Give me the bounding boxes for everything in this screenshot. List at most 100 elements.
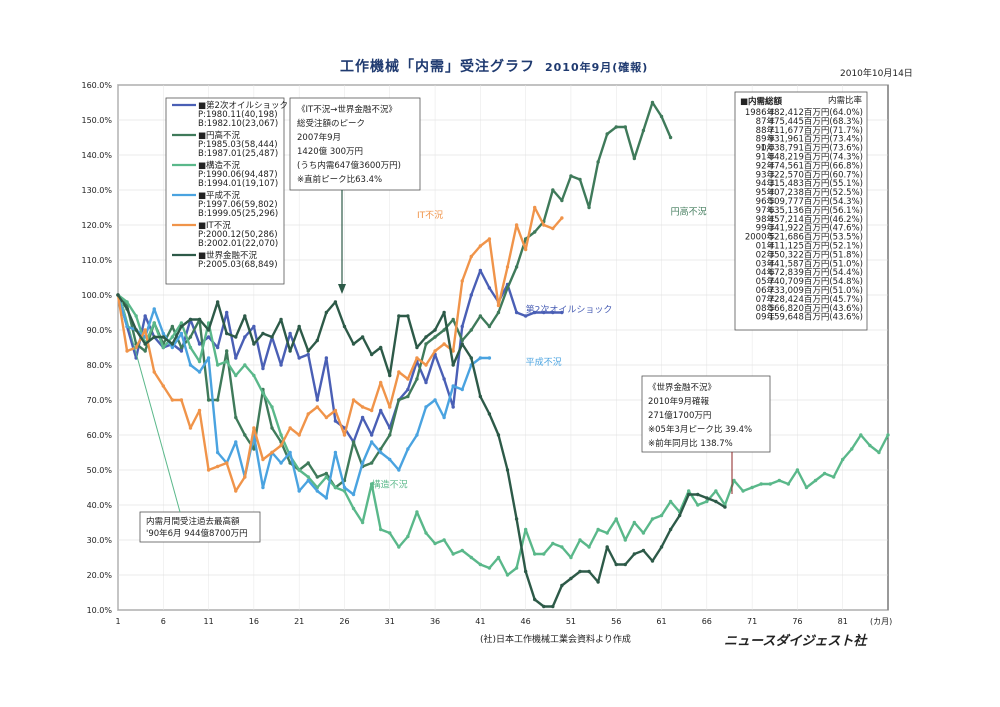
data-point <box>687 489 691 493</box>
data-point <box>270 450 274 455</box>
total-table-year: 04年 <box>756 267 776 278</box>
box-record-line: 内需月間受注過去最高額 <box>146 516 240 527</box>
series-line <box>116 294 490 500</box>
y-tick-label: 110.0% <box>81 256 112 265</box>
y-tick-label: 100.0% <box>81 291 112 300</box>
data-point <box>225 461 229 465</box>
data-point <box>270 335 274 339</box>
data-point <box>886 433 890 437</box>
data-point <box>225 331 229 336</box>
data-point <box>360 415 365 420</box>
data-point <box>279 433 283 437</box>
data-point <box>388 433 392 437</box>
data-point <box>732 478 736 483</box>
total-table-year: 1986年 <box>745 107 776 118</box>
legend-peak: P:1985.03(58,444) <box>198 140 278 150</box>
data-point <box>623 562 627 567</box>
box-world-line: ※05年3月ピーク比 39.4% <box>648 424 752 435</box>
data-point <box>659 545 664 549</box>
data-point <box>234 415 238 420</box>
box-it-line: 2007年9月 <box>297 132 341 143</box>
box-world-line: 2010年9月確報 <box>648 396 710 407</box>
data-point <box>632 156 637 161</box>
data-point <box>252 426 256 430</box>
data-point <box>161 335 165 339</box>
data-point <box>560 583 564 588</box>
data-point <box>505 573 510 577</box>
y-tick-label: 30.0% <box>87 536 113 545</box>
data-point <box>261 366 265 371</box>
data-point <box>315 489 319 493</box>
series-annotation: 円高不況 <box>671 206 707 218</box>
data-point <box>542 552 546 556</box>
data-point <box>569 174 573 178</box>
data-point <box>596 527 600 532</box>
legend-peak: P:1997.06(59,802) <box>198 200 278 210</box>
data-point <box>379 450 383 455</box>
data-point <box>587 545 591 549</box>
data-point <box>170 324 175 329</box>
data-point <box>125 349 129 353</box>
data-point <box>705 496 709 500</box>
data-point <box>514 223 519 227</box>
data-point <box>460 387 464 392</box>
data-point <box>641 128 646 133</box>
data-point <box>469 254 473 259</box>
data-point <box>388 457 392 462</box>
x-tick-label: 21 <box>294 617 304 626</box>
data-point <box>487 324 492 329</box>
data-point <box>542 223 546 227</box>
legend: ■第2次オイルショックP:1980.11(40,198)B:1982.10(23… <box>165 97 288 285</box>
data-point <box>279 363 283 367</box>
data-point <box>777 478 781 483</box>
data-point <box>415 356 419 360</box>
data-point <box>261 331 265 336</box>
data-point <box>415 345 419 350</box>
total-table-value: 341,922百万円(47.6%) <box>769 224 863 234</box>
data-point <box>542 604 546 609</box>
data-point <box>451 552 455 556</box>
data-point <box>243 314 247 318</box>
data-point <box>650 100 655 105</box>
data-point <box>533 552 537 556</box>
data-point <box>487 356 492 360</box>
data-point <box>324 310 329 315</box>
data-point <box>514 310 519 315</box>
data-point <box>152 335 156 339</box>
data-point <box>632 552 637 556</box>
data-point <box>533 205 537 210</box>
data-point <box>215 464 220 469</box>
x-tick-label: 56 <box>611 617 621 626</box>
data-point <box>252 342 256 346</box>
data-point <box>641 531 646 535</box>
total-table-year: 92年 <box>756 160 776 171</box>
data-point <box>614 517 618 521</box>
data-point <box>215 450 220 455</box>
series-5 <box>116 293 727 609</box>
y-tick-label: 120.0% <box>81 221 112 230</box>
data-point <box>560 198 564 203</box>
data-point <box>442 377 446 381</box>
total-table-year: 90年 <box>756 143 776 154</box>
data-point <box>523 247 528 252</box>
total-table-year: 95年 <box>756 187 776 198</box>
series-annotation: 平成不況 <box>526 356 562 368</box>
data-point <box>433 335 437 339</box>
total-table-year: 94年 <box>756 178 776 189</box>
y-tick-label: 10.0% <box>87 606 113 615</box>
data-point <box>868 443 872 448</box>
total-table-value: 411,125百万円(52.1%) <box>769 242 863 252</box>
data-point <box>415 377 419 381</box>
data-point <box>478 356 483 360</box>
legend-name: ■世界金融不況 <box>198 250 258 261</box>
data-point <box>306 461 310 465</box>
data-point <box>478 394 483 399</box>
box-world-line: 《世界金融不況》 <box>648 382 716 393</box>
data-point <box>215 300 220 304</box>
data-point <box>424 342 428 346</box>
data-point <box>533 597 537 602</box>
data-point <box>134 328 138 332</box>
total-table-year: 99年 <box>756 223 776 234</box>
data-point <box>315 398 319 402</box>
